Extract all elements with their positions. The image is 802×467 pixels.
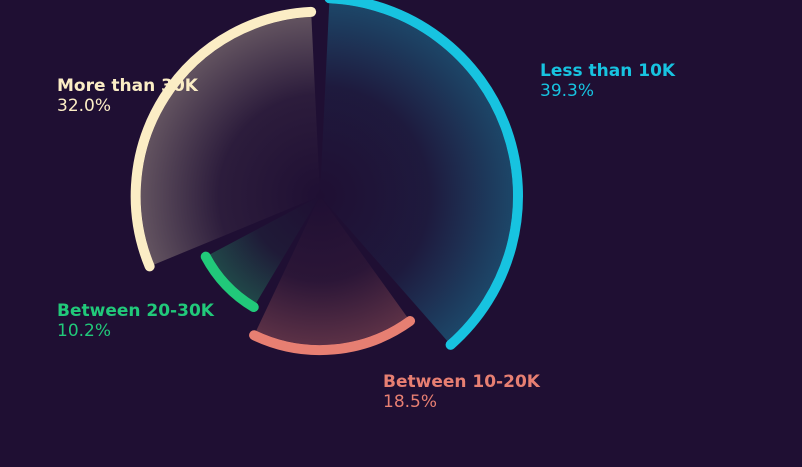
slice-value: 10.2% bbox=[57, 321, 112, 342]
slice-name: More than 30K bbox=[57, 76, 198, 96]
label-more-than-30k: More than 30K 32.0% bbox=[57, 76, 198, 117]
slice-value: 18.5% bbox=[383, 392, 438, 413]
chart-arcs bbox=[130, 0, 523, 356]
slice-name: Between 20-30K bbox=[57, 301, 214, 321]
slice-name: Between 10-20K bbox=[383, 372, 540, 392]
slice-name: Less than 10K bbox=[540, 61, 676, 81]
label-between-20-30k: Between 20-30K 10.2% bbox=[57, 301, 214, 342]
wedge-between-20-30k bbox=[210, 196, 320, 303]
arc-more-than-30k bbox=[130, 6, 317, 272]
wedge-less-than-10k bbox=[320, 3, 513, 342]
label-less-than-10k: Less than 10K 39.3% bbox=[540, 61, 675, 102]
chart-wedges bbox=[140, 3, 513, 346]
label-between-10-20k: Between 10-20K 18.5% bbox=[383, 372, 540, 413]
wedge-more-than-30k bbox=[140, 16, 320, 265]
arc-between-20-30k bbox=[200, 251, 259, 313]
arc-between-10-20k bbox=[249, 316, 416, 356]
arc-less-than-10k bbox=[324, 0, 523, 350]
slice-value: 39.3% bbox=[540, 81, 595, 102]
wedge-between-10-20k bbox=[256, 196, 408, 346]
slice-value: 32.0% bbox=[57, 96, 112, 117]
